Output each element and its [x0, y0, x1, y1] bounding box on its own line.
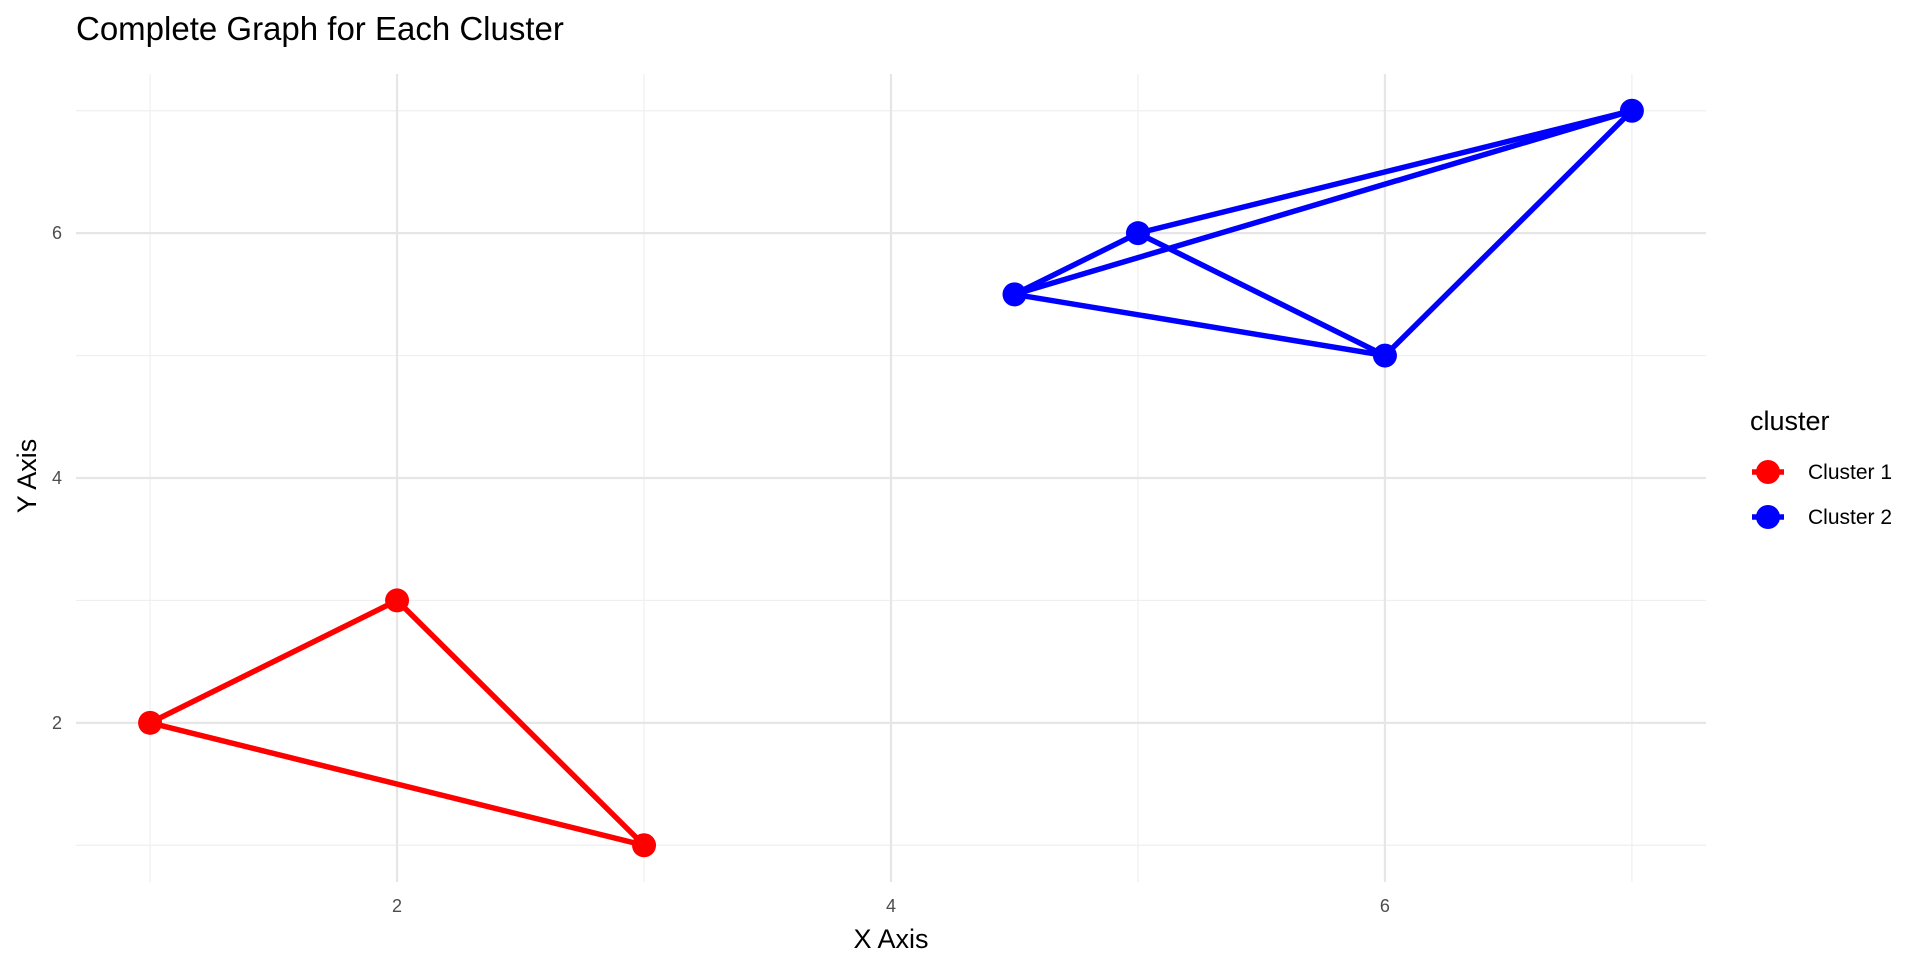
x-tick-label: 2 — [392, 896, 402, 916]
cluster-edge — [1011, 107, 1635, 298]
edges — [147, 107, 1635, 849]
cluster-edge — [1011, 230, 1141, 298]
x-tick-label: 4 — [886, 896, 896, 916]
y-tick-label: 4 — [52, 468, 62, 488]
data-point — [632, 833, 657, 858]
data-point — [1619, 98, 1644, 123]
cluster-edge — [147, 720, 647, 849]
legend-item: Cluster 1 — [1752, 460, 1892, 484]
cluster-edge — [394, 597, 647, 849]
y-axis-title: Y Axis — [12, 439, 42, 514]
legend-title: cluster — [1750, 406, 1830, 436]
x-tick-label: 6 — [1380, 896, 1390, 916]
grid — [76, 74, 1706, 882]
cluster-edge — [1382, 107, 1635, 359]
data-point — [385, 588, 410, 613]
legend-items: Cluster 1 Cluster 2 — [1752, 460, 1892, 529]
points — [138, 98, 1644, 858]
y-tick-label: 6 — [52, 223, 62, 243]
tick-labels: 2 4 6 2 4 6 — [52, 223, 1390, 916]
cluster-edge — [1135, 107, 1635, 236]
y-tick-label: 2 — [52, 713, 62, 733]
legend-key-point — [1756, 505, 1780, 529]
data-point — [1372, 343, 1397, 368]
data-point — [1002, 282, 1027, 307]
cluster-edge — [147, 597, 400, 726]
data-point — [1125, 221, 1150, 246]
chart-title: Complete Graph for Each Cluster — [76, 10, 564, 47]
cluster-edge — [1011, 291, 1388, 359]
legend-label: Cluster 1 — [1808, 461, 1892, 484]
cluster-edge — [1135, 230, 1388, 359]
legend: cluster Cluster 1 Cluster 2 — [1750, 406, 1892, 529]
x-axis-title: X Axis — [853, 924, 928, 954]
legend-key-point — [1756, 460, 1780, 484]
legend-label: Cluster 2 — [1808, 506, 1892, 529]
legend-item: Cluster 2 — [1752, 505, 1892, 529]
data-point — [138, 710, 163, 735]
